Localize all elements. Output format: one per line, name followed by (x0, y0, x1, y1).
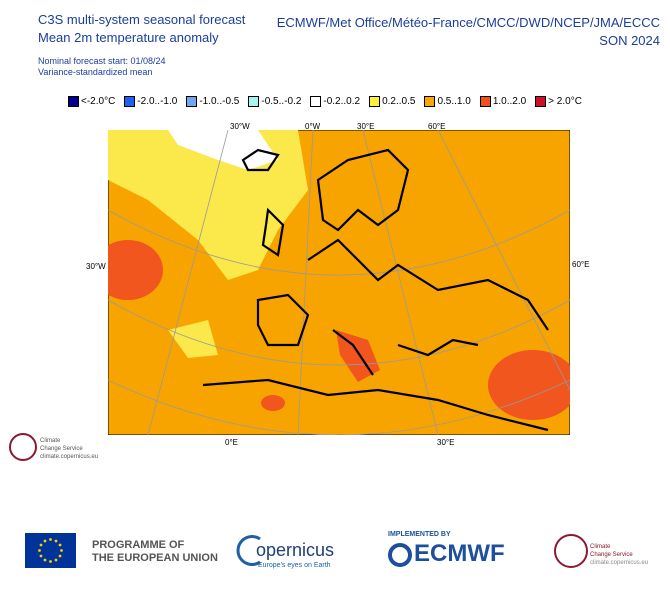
ecmwf-text: ECMWF (414, 540, 505, 567)
legend-item: 1.0..2.0 (479, 96, 527, 107)
legend-swatch (369, 96, 381, 107)
legend-label: -0.5..-0.2 (261, 96, 302, 107)
star (54, 558, 58, 562)
lon-label: 30°E (357, 122, 375, 131)
copernicus-text: opernicus (256, 540, 335, 560)
logo-text: Change Service (590, 552, 633, 558)
subtitle: Nominal forecast start: 01/08/24 (38, 56, 166, 66)
star (58, 543, 62, 547)
legend-label: 1.0..2.0 (492, 96, 527, 107)
c3s-small-text: Climate Change Service climate.copernicus.… (40, 437, 98, 461)
legend-item: > 2.0°C (535, 96, 582, 107)
lon-label: 30°E (437, 438, 455, 447)
legend-item: -0.2..0.2 (310, 96, 360, 107)
title: Mean 2m temperature anomaly (38, 30, 219, 45)
logo-text: climate.copernicus.eu (590, 560, 649, 566)
lon-label: 0°W (305, 122, 321, 131)
lat-label: 60°E (572, 260, 590, 269)
star (54, 539, 58, 543)
logo-text: Climate (40, 438, 61, 444)
logo-text: PROGRAMME OF (92, 539, 185, 551)
legend-label: > 2.0°C (548, 96, 582, 107)
ecmwf-icon (388, 543, 412, 567)
star (60, 549, 63, 552)
logo-text: THE EUROPEAN UNION (92, 552, 218, 564)
copernicus-tagline: Europe's eyes on Earth (258, 562, 331, 569)
lon-label: 30°W (230, 122, 250, 131)
c3s-icon (554, 534, 588, 568)
legend-swatch (186, 96, 198, 107)
legend: <-2.0°C -2.0..-1.0 -1.0..-0.5 -0.5..-0.2 -0.… (68, 96, 582, 107)
lat-label: 30°W (86, 262, 106, 271)
star (43, 558, 47, 562)
legend-swatch (248, 96, 260, 107)
legend-swatch (479, 96, 491, 107)
c3s-small-icon (9, 433, 37, 461)
star (58, 554, 62, 558)
header-right: ECMWF/Met Office/Météo-France/CMCC/DWD/N… (276, 15, 660, 30)
logo-text: Change Service (40, 446, 83, 452)
logo-text: climate.copernicus.eu (40, 454, 99, 460)
legend-item: 0.2..0.5 (369, 96, 415, 107)
star (39, 543, 43, 547)
legend-item: -2.0..-1.0 (124, 96, 177, 107)
header-right: SON 2024 (599, 33, 660, 48)
ecmwf-caption: IMPLEMENTED BY (388, 531, 451, 538)
legend-label: -2.0..-1.0 (137, 96, 178, 107)
legend-label: 0.5..1.0 (437, 96, 471, 107)
legend-swatch (68, 96, 79, 107)
star (43, 539, 47, 543)
legend-label: 0.2..0.5 (382, 96, 416, 107)
legend-swatch (124, 96, 136, 107)
subtitle: Variance-standardized mean (38, 67, 153, 77)
star (49, 538, 52, 541)
legend-item: -0.5..-0.2 (248, 96, 301, 107)
legend-swatch (424, 96, 436, 107)
lon-label: 60°E (428, 122, 446, 131)
copernicus-c (236, 535, 261, 566)
legend-item: <-2.0°C (68, 96, 115, 107)
legend-label: -1.0..-0.5 (199, 96, 240, 107)
map (108, 130, 570, 435)
legend-swatch (535, 96, 547, 107)
logo-text: Climate (590, 544, 611, 550)
eu-flag (25, 533, 76, 568)
legend-label: -0.2..0.2 (323, 96, 361, 107)
title: C3S multi-system seasonal forecast (38, 12, 246, 27)
legend-swatch (310, 96, 322, 107)
eu-text: PROGRAMME OF THE EUROPEAN UNION (92, 539, 218, 565)
lon-label: 0°E (225, 438, 238, 447)
legend-item: -1.0..-0.5 (186, 96, 239, 107)
legend-item: 0.5..1.0 (424, 96, 471, 107)
star (39, 554, 43, 558)
star (38, 549, 41, 552)
c3s-text: Climate Change Service climate.copernicus.… (590, 543, 648, 567)
star (49, 560, 52, 563)
legend-label: <-2.0°C (81, 96, 116, 107)
